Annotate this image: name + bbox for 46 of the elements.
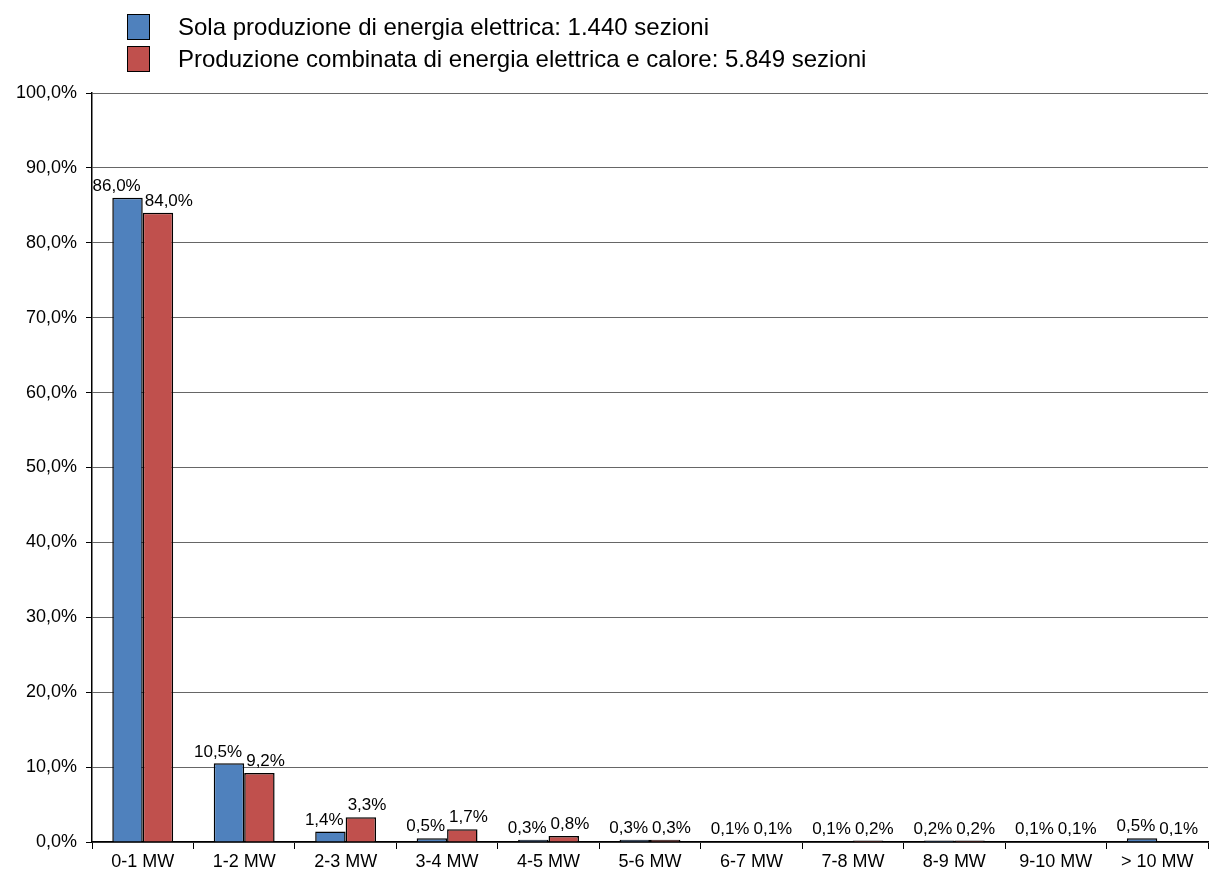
data-label: 0,5%	[1116, 816, 1156, 836]
x-tick-label: 0-1 MW	[111, 850, 175, 871]
data-label: 1,4%	[304, 809, 344, 829]
data-label: 0,5%	[406, 816, 446, 836]
x-tick-label: > 10 MW	[1121, 850, 1194, 871]
y-tick-label: 80,0%	[25, 231, 77, 252]
y-tick-label: 10,0%	[25, 756, 77, 777]
x-tick-label: 5-6 MW	[618, 850, 682, 871]
legend-label: Sola produzione di energia elettrica: 1.440 sezioni	[178, 12, 710, 42]
data-label: 10,5%	[193, 741, 243, 761]
data-label: 1,7%	[449, 807, 488, 827]
data-label: 0,1%	[1159, 819, 1199, 839]
x-tick-label: 2-3 MW	[314, 850, 378, 871]
data-label: 3,3%	[347, 795, 387, 815]
data-label: 86,0%	[92, 176, 141, 196]
x-tick-label: 3-4 MW	[415, 850, 479, 871]
x-tick-label: 9-10 MW	[1019, 850, 1093, 871]
data-label: 0,1%	[1057, 819, 1097, 839]
y-tick-label: 30,0%	[25, 606, 77, 627]
data-label: 84,0%	[144, 191, 193, 211]
data-label: 9,2%	[246, 751, 285, 771]
y-tick-label: 70,0%	[25, 306, 77, 327]
data-label: 0,2%	[956, 818, 996, 838]
x-tick-label: 7-8 MW	[821, 850, 885, 871]
data-label: 0,1%	[812, 819, 851, 839]
x-tick-label: 6-7 MW	[719, 850, 783, 871]
data-label: 0,3%	[609, 817, 648, 837]
data-label: 0,2%	[913, 818, 953, 838]
data-label: 0,1%	[753, 819, 793, 839]
data-label: 0,1%	[710, 819, 750, 839]
y-tick-label: 50,0%	[25, 456, 77, 477]
y-tick-label: 0,0%	[35, 830, 77, 851]
y-tick-label: 40,0%	[25, 531, 77, 552]
data-label: 0,1%	[1015, 819, 1054, 839]
y-tick-label: 100,0%	[15, 81, 77, 102]
x-tick-label: 4-5 MW	[517, 850, 581, 871]
legend-label: Produzione combinata di energia elettrica e calore: 5.849 sezioni	[178, 44, 867, 74]
data-label: 0,2%	[854, 818, 894, 838]
y-tick-label: 90,0%	[25, 156, 77, 177]
data-label: 0,8%	[550, 814, 590, 834]
data-label: 0,3%	[507, 817, 547, 837]
x-tick-label: 8-9 MW	[922, 850, 986, 871]
data-label: 0,3%	[652, 817, 691, 837]
y-tick-label: 60,0%	[25, 381, 77, 402]
y-tick-label: 20,0%	[25, 681, 77, 702]
x-tick-label: 1-2 MW	[212, 850, 276, 871]
